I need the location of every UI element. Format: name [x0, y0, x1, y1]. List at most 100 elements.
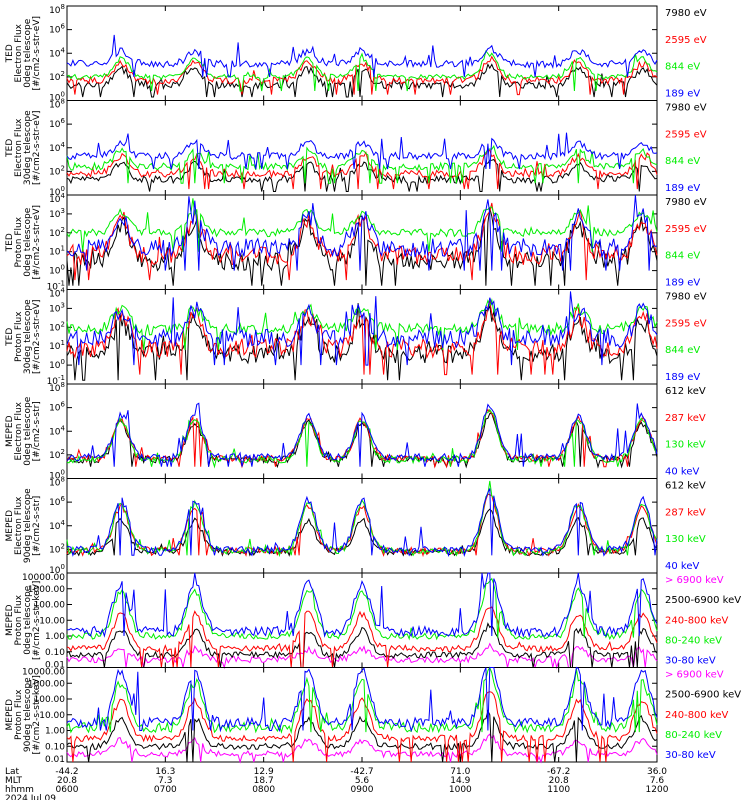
legend-entry: 844 eV — [665, 62, 700, 73]
y-tick-label: 0.01 — [45, 661, 65, 671]
y-axis-label-line: 30deg telescope — [23, 110, 33, 185]
series-line-189-ev — [66, 194, 658, 271]
series-line-189-ev — [66, 132, 658, 170]
x-row-label: Lat — [5, 767, 20, 777]
legend-entry: 844 eV — [665, 345, 700, 356]
legend-entry: 130 keV — [665, 440, 706, 451]
y-tick-label: 104 — [49, 46, 65, 59]
y-tick-label: 108 — [49, 98, 65, 111]
legend-entry: 2595 eV — [665, 35, 707, 46]
y-tick-label: 10-1 — [47, 280, 65, 293]
series-line-2500-6900-kev — [66, 709, 658, 763]
legend-entry: 130 keV — [665, 534, 706, 545]
x-tick-label: 20.8 — [549, 776, 569, 786]
series-line-844-ev — [66, 144, 658, 184]
series-line-189-ev — [66, 34, 658, 78]
legend-entry: 80-240 keV — [665, 635, 722, 646]
panel-1: 100 102 104 106 108 TED Electron Flux 0deg tele… — [5, 3, 707, 104]
y-axis-label-line: Proton Flux — [14, 311, 24, 362]
y-tick-label: 100 — [49, 185, 65, 198]
x-row-label: MLT — [5, 776, 23, 786]
y-tick-label: 106 — [49, 23, 65, 36]
series-line-189-ev — [66, 291, 658, 366]
y-tick-label: 102 — [49, 226, 65, 239]
y-axis-label-line: Proton Flux — [14, 689, 24, 740]
y-axis-label-line: [#/cm2-s-str-eV] — [32, 299, 42, 374]
series-line-240-800-kev — [66, 606, 658, 668]
legend-entry: 30-80 keV — [665, 750, 716, 761]
panel-2: 100 102 104 106 108 TED Electron Flux 30deg tel… — [5, 98, 707, 199]
panel-frame — [66, 100, 658, 196]
y-axis-label-line: MEPED — [5, 699, 15, 731]
x-tick-label: 7.3 — [158, 776, 172, 786]
y-axis-label-line: [#/cm2-s-str-keV] — [32, 581, 42, 660]
series-line-844-ev — [66, 50, 658, 92]
y-tick-label: 108 — [49, 3, 65, 16]
series-line-2595-ev — [66, 55, 658, 96]
x-tick-label: 1100 — [547, 785, 570, 795]
y-tick-label: 10000.00 — [22, 573, 65, 583]
y-axis-label-line: Electron Flux — [14, 118, 24, 177]
y-tick-label: 102 — [49, 542, 65, 555]
y-axis-label-line: 0deg telescope — [23, 18, 33, 88]
series-line-130-kev — [66, 480, 658, 558]
x-row-label: hhmm — [5, 785, 34, 795]
y-tick-label: 100 — [49, 91, 65, 104]
series-line-844-ev — [66, 298, 658, 351]
legend-entry: 240-800 keV — [665, 710, 729, 721]
x-tick-label: 14.9 — [450, 776, 470, 786]
y-tick-label: 10-1 — [47, 374, 65, 387]
y-axis-label-line: [#/cm2-s-str-eV] — [32, 205, 42, 280]
y-tick-label: 102 — [49, 320, 65, 333]
x-tick-label: -42.7 — [350, 767, 373, 777]
y-tick-label: 100.00 — [34, 601, 66, 611]
y-axis-label-line: Proton Flux — [14, 216, 24, 267]
x-tick-label: 12.9 — [254, 767, 274, 777]
y-tick-label: 108 — [49, 476, 65, 489]
y-axis-label-line: Electron Flux — [14, 23, 24, 82]
y-axis-label-line: 30deg telescope — [23, 299, 33, 374]
legend-entry: 2595 eV — [665, 318, 707, 329]
y-tick-label: 101 — [49, 245, 65, 258]
x-tick-label: 1200 — [646, 785, 669, 795]
y-tick-label: 104 — [49, 424, 65, 437]
legend-entry: 2595 eV — [665, 129, 707, 140]
y-tick-label: 104 — [49, 519, 65, 532]
y-tick-label: 1.00 — [45, 727, 65, 737]
y-tick-label: 102 — [49, 70, 65, 83]
legend-entry: 189 eV — [665, 278, 700, 289]
y-tick-label: 0.01 — [45, 755, 65, 765]
y-tick-label: 106 — [49, 401, 65, 414]
legend-entry: 240-800 keV — [665, 615, 729, 626]
y-tick-label: 0.10 — [45, 648, 65, 658]
y-axis-label-line: Proton Flux — [14, 594, 24, 645]
legend-entry: 40 keV — [665, 561, 699, 572]
series-line-7980-ev — [66, 158, 658, 192]
legend-entry: 7980 eV — [665, 197, 707, 208]
y-axis-label-line: Electron Flux — [14, 496, 24, 555]
y-tick-label: 103 — [49, 301, 65, 314]
y-tick-label: 101 — [49, 339, 65, 352]
panel-6: 100 102 104 106 108 MEPED Electron Flux 90deg t… — [5, 476, 706, 577]
y-tick-label: 102 — [49, 448, 65, 461]
y-tick-label: 1.00 — [45, 632, 65, 642]
y-tick-label: 102 — [49, 164, 65, 177]
legend-entry: 287 keV — [665, 507, 706, 518]
y-axis-label-line: 90deg telescope — [23, 677, 33, 752]
x-tick-label: 16.3 — [155, 767, 175, 777]
y-axis-label-line: TED — [5, 328, 15, 347]
series-line-80-240-kev — [66, 577, 658, 641]
x-axis-labels: Lat -44.2 16.3 12.9 -42.7 71.0 -67.2 36.0 MLT 20.… — [5, 767, 669, 800]
legend-entry: 612 keV — [665, 481, 706, 492]
legend-entry: 7980 eV — [665, 8, 707, 19]
y-tick-label: 100 — [49, 563, 65, 576]
x-tick-label: 7.6 — [650, 776, 665, 786]
x-tick-label: 71.0 — [450, 767, 470, 777]
y-axis-label-line: [#/cm2-s-str] — [32, 401, 42, 461]
series-line-30-80-kev — [66, 666, 658, 733]
y-tick-label: 1000.00 — [28, 585, 65, 595]
y-tick-label: 100 — [49, 358, 65, 371]
series-line-80-240-kev — [66, 666, 658, 735]
series-line-287-kev — [66, 493, 658, 558]
